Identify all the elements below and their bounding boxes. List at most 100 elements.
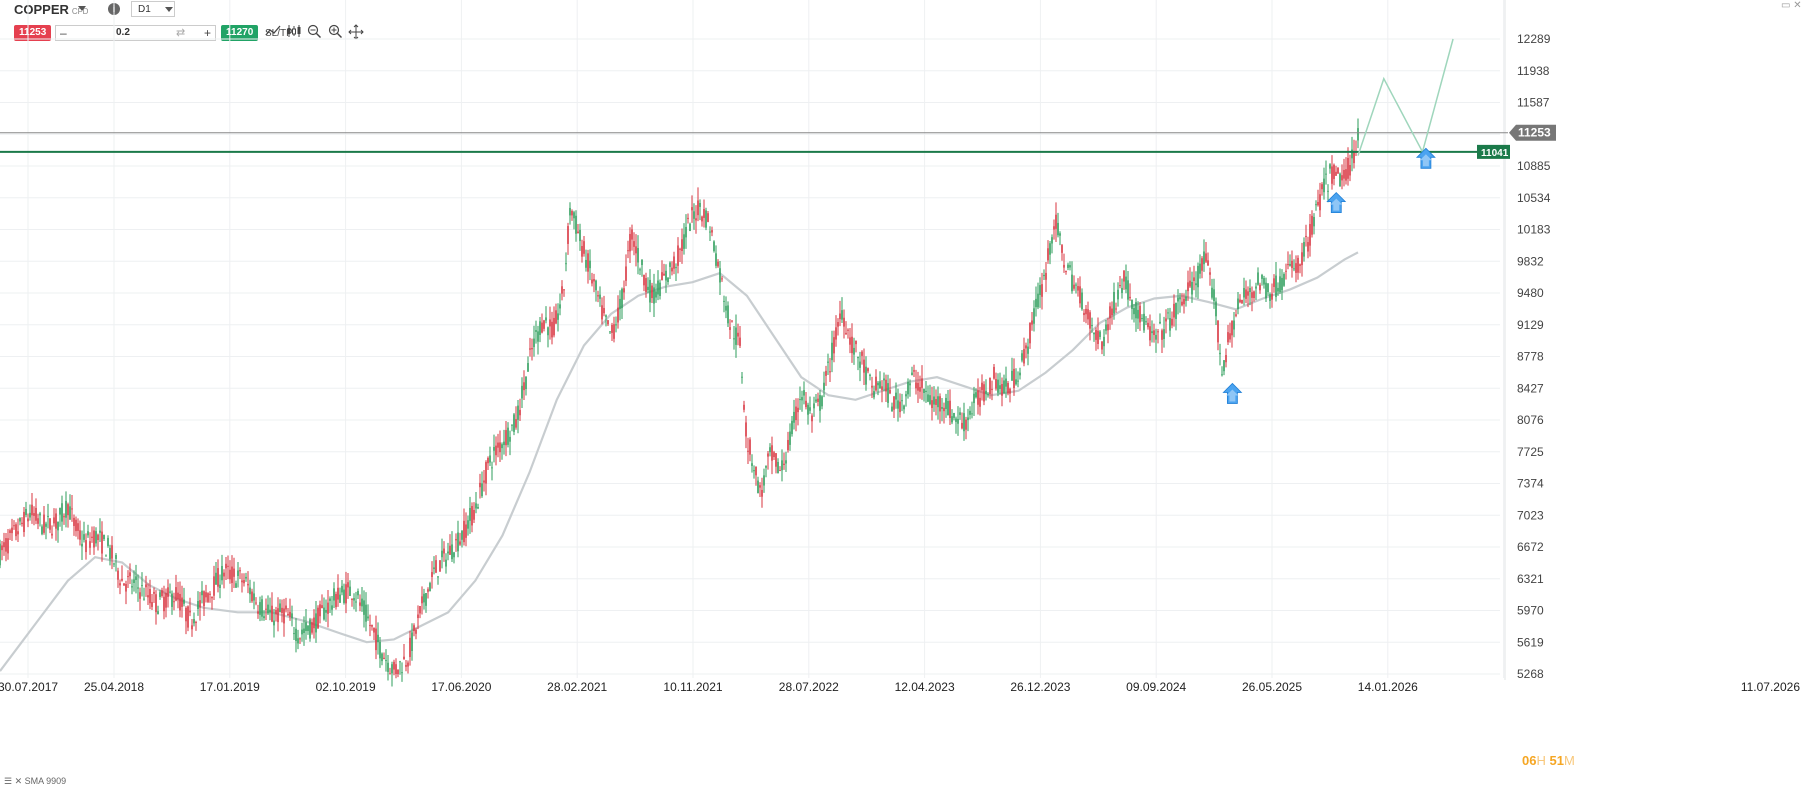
candle — [1269, 292, 1271, 309]
candle-body — [125, 583, 127, 592]
candle — [1239, 294, 1241, 304]
lot-size-stepper[interactable]: – 0.2 ⇄ + — [55, 25, 216, 41]
candle — [63, 513, 65, 525]
candle-body — [781, 460, 783, 471]
candle — [1163, 316, 1165, 348]
candle — [79, 520, 81, 546]
candle-body — [187, 606, 189, 628]
candle — [1047, 240, 1049, 264]
candle-body — [909, 383, 911, 386]
candle — [237, 561, 239, 588]
candle — [205, 584, 207, 603]
candle — [97, 533, 99, 551]
candle — [119, 579, 121, 595]
candle — [317, 605, 319, 629]
buy-button[interactable]: 11270 — [221, 25, 259, 41]
candle — [901, 393, 903, 412]
candle-body — [343, 589, 345, 603]
symbol-dropdown-icon[interactable] — [78, 6, 86, 11]
candle-body — [161, 590, 163, 596]
timeframe-select[interactable]: D1 — [131, 1, 175, 17]
candle-body — [175, 587, 177, 601]
candle — [95, 527, 97, 547]
candle-body — [769, 447, 771, 453]
candle — [349, 580, 351, 597]
zoom-in-icon[interactable] — [328, 24, 343, 39]
candle-body — [1043, 274, 1045, 277]
candle — [991, 380, 993, 401]
candle-body — [433, 567, 435, 570]
window-controls-icon[interactable]: ▭ ✕ — [1781, 0, 1802, 11]
sell-button[interactable]: 11253 — [14, 25, 52, 41]
lot-size-input[interactable]: 0.2 — [116, 27, 130, 38]
candle-body — [1203, 251, 1205, 265]
candle — [495, 436, 497, 466]
candle-body — [965, 419, 967, 430]
candle — [605, 314, 607, 327]
swap-icon[interactable]: ⇄ — [176, 27, 186, 39]
candle — [917, 371, 919, 403]
candle — [129, 563, 131, 584]
candle — [389, 667, 391, 675]
candle-body — [327, 602, 329, 614]
candle-body — [301, 629, 303, 635]
candle-body — [709, 231, 711, 233]
sltp-button[interactable]: SL/TP — [265, 28, 293, 39]
candle-body — [797, 407, 799, 413]
candle — [1131, 299, 1133, 320]
candle — [1007, 380, 1009, 396]
timer-m-unit: M — [1563, 753, 1575, 768]
candle — [855, 340, 857, 353]
sma-indicator-label[interactable]: ☰ ✕ SMA 9909 — [4, 776, 67, 786]
candle-body — [383, 657, 385, 660]
current-price-tag-bg — [1509, 124, 1556, 141]
candle-body — [1109, 306, 1111, 319]
candle — [689, 222, 691, 232]
candle — [243, 573, 245, 587]
zoom-out-icon[interactable] — [307, 24, 322, 39]
candle-body — [1213, 289, 1215, 302]
lot-decrease-button[interactable]: – — [60, 26, 67, 40]
candle — [957, 406, 959, 436]
candle — [1283, 272, 1285, 287]
candle — [705, 207, 707, 231]
candle-body — [847, 329, 849, 331]
candle — [553, 306, 555, 338]
candle-body — [177, 592, 179, 600]
candle — [905, 390, 907, 407]
candle-body — [93, 530, 95, 548]
candle-body — [933, 396, 935, 405]
candle-body — [705, 210, 707, 228]
lot-increase-button[interactable]: + — [203, 26, 211, 40]
candle — [57, 521, 59, 543]
candle — [877, 381, 879, 396]
candle-body — [1209, 272, 1211, 275]
candle-body — [1167, 312, 1169, 314]
candle — [811, 413, 813, 433]
up-arrow-inner — [1330, 198, 1343, 211]
candle-body — [883, 378, 885, 381]
candle — [215, 561, 217, 585]
candle-body — [1145, 321, 1147, 323]
candle-body — [451, 544, 453, 560]
candle — [593, 273, 595, 293]
candle — [419, 605, 421, 619]
candle — [213, 565, 215, 601]
y-tick-label: 9832 — [1517, 254, 1544, 268]
candle-body — [731, 320, 733, 322]
candle-body — [931, 400, 933, 408]
candle — [105, 554, 107, 557]
candle-body — [397, 669, 399, 675]
candle — [475, 491, 477, 514]
candle — [469, 496, 471, 534]
candle-body — [715, 253, 717, 266]
line-chart-icon[interactable] — [265, 24, 281, 38]
candle — [691, 195, 693, 223]
candle — [989, 377, 991, 399]
candle-body — [43, 514, 45, 533]
crosshair-icon[interactable] — [348, 24, 366, 42]
candle-body — [1211, 287, 1213, 298]
candlestick-icon[interactable] — [286, 24, 302, 40]
candle-body — [913, 370, 915, 372]
